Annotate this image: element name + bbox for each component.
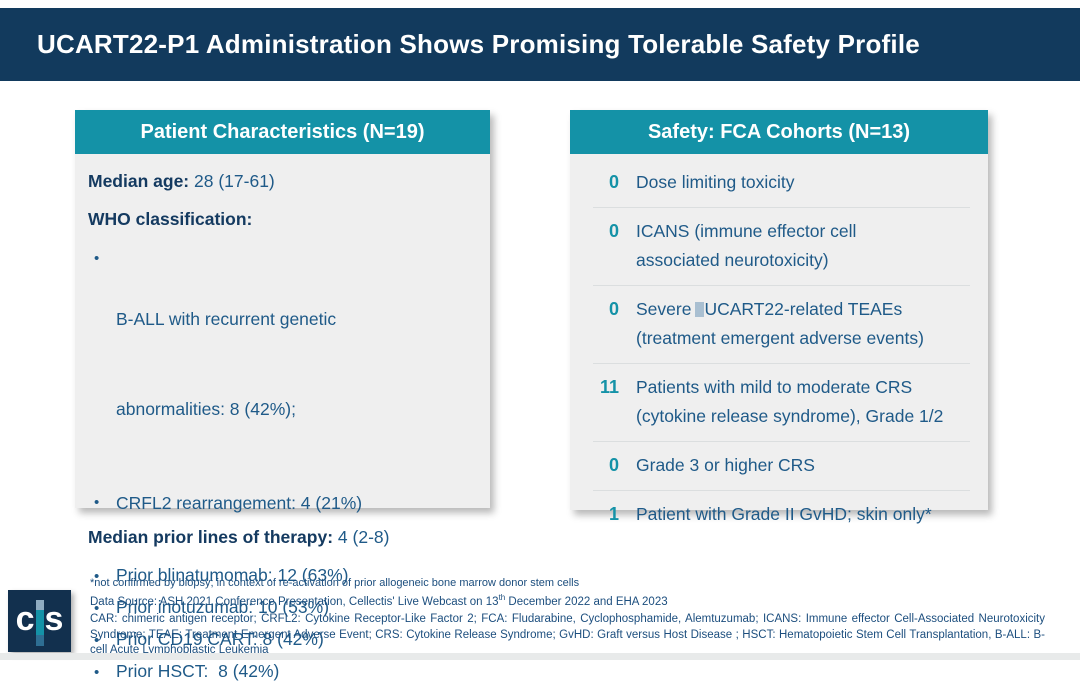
- safety-row-text: Dose limiting toxicity: [636, 172, 795, 192]
- safety-count: 0: [608, 299, 619, 319]
- median-age-row: Median age: 28 (17-61): [88, 168, 474, 195]
- bullet-icon: [88, 658, 116, 686]
- safety-count: 11: [599, 377, 619, 397]
- patient-panel-body: Median age: 28 (17-61) WHO classificatio…: [75, 154, 490, 681]
- safety-panel: Safety: FCA Cohorts (N=13) 0 Dose limiti…: [570, 110, 988, 524]
- patient-panel-header: Patient Characteristics (N=19): [75, 110, 490, 154]
- table-row: 11 Patients with mild to moderate CRS (c…: [593, 364, 970, 442]
- safety-panel-body: 0 Dose limiting toxicity 0 ICANS (immune…: [570, 154, 988, 524]
- table-row: 1 Patient with Grade II GvHD; skin only*: [593, 491, 970, 539]
- bullet-icon: [88, 244, 116, 484]
- bullet-icon: [88, 488, 116, 518]
- safety-row-text: Patients with mild to moderate CRS: [636, 377, 913, 397]
- list-item: Prior blinatumomab: 12 (63%): [88, 562, 474, 590]
- slide-title-bar: UCART22-P1 Administration Shows Promisin…: [0, 8, 1080, 81]
- safety-panel-header: Safety: FCA Cohorts (N=13): [570, 110, 988, 154]
- therapy-bullet3: Prior CD19 CART: 8 (42%): [116, 629, 324, 649]
- median-age-label: Median age:: [88, 171, 190, 191]
- slide-title: UCART22-P1 Administration Shows Promisin…: [37, 29, 920, 59]
- list-item: CRFL2 rearrangement: 4 (21%): [88, 488, 474, 518]
- therapy-bullet1: Prior blinatumomab: 12 (63%): [116, 565, 349, 585]
- logo-letter-s: s: [44, 600, 64, 638]
- table-row: 0 Severe UCART22-related TEAEs (treatment…: [593, 286, 970, 364]
- prior-therapy-value: 4 (2-8): [337, 527, 390, 547]
- footnote-text: *not confirmed by biopsy; in context of …: [90, 577, 580, 589]
- therapy-bullet2: Prior inotuzumab: 10 (53%): [116, 597, 330, 617]
- logo-bar-icon: [35, 600, 44, 646]
- table-row: 0 Grade 3 or higher CRS: [593, 442, 970, 491]
- safety-count: 1: [608, 504, 619, 524]
- table-row: 0 Dose limiting toxicity: [593, 159, 970, 208]
- median-age-value: 28 (17-61): [194, 171, 275, 191]
- safety-row-text: (treatment emergent adverse events): [636, 328, 924, 348]
- safety-count: 0: [608, 221, 619, 241]
- safety-row-text: Severe UCART22-related TEAEs: [636, 299, 903, 319]
- prior-therapy-label: Median prior lines of therapy:: [88, 527, 334, 547]
- prior-therapy-row: Median prior lines of therapy: 4 (2-8): [88, 524, 474, 551]
- abbreviations-text: CAR: chimeric antigen receptor; CRFL2: C…: [90, 613, 1045, 656]
- who-classification-label: WHO classification:: [88, 209, 253, 229]
- safety-row-text: (cytokine release syndrome), Grade 1/2: [636, 406, 944, 426]
- selection-artifact: [695, 302, 705, 317]
- safety-row-text: associated neurotoxicity): [636, 250, 829, 270]
- therapy-bullet4: Prior HSCT: 8 (42%): [116, 661, 280, 681]
- patient-characteristics-panel: Patient Characteristics (N=19) Median ag…: [75, 110, 490, 681]
- who-bullet-list: B-ALL with recurrent genetic abnormaliti…: [88, 244, 474, 518]
- safety-count: 0: [608, 455, 619, 475]
- list-item: B-ALL with recurrent genetic abnormaliti…: [88, 244, 474, 484]
- who-bullet2: CRFL2 rearrangement: 4 (21%): [116, 493, 363, 513]
- table-row: 0 ICANS (immune effector cell associated…: [593, 208, 970, 286]
- who-bullet1-line1: B-ALL with recurrent genetic: [116, 309, 337, 329]
- safety-count: 0: [608, 172, 619, 192]
- safety-row-text: Grade 3 or higher CRS: [636, 455, 815, 475]
- data-source-text: Data Source: ASH 2021 Conference Present…: [90, 593, 668, 608]
- who-bullet1-line2: abnormalities: 8 (42%);: [116, 399, 296, 419]
- safety-row-text: Patient with Grade II GvHD; skin only*: [636, 504, 932, 524]
- cellectis-logo: c s: [8, 590, 71, 652]
- logo-letter-c: c: [15, 600, 35, 638]
- list-item: Prior CD19 CART: 8 (42%): [88, 626, 474, 654]
- safety-row-text: ICANS (immune effector cell: [636, 221, 857, 241]
- list-item: Prior HSCT: 8 (42%): [88, 658, 474, 686]
- list-item: Prior inotuzumab: 10 (53%): [88, 594, 474, 622]
- bottom-edge-strip: [0, 653, 1080, 660]
